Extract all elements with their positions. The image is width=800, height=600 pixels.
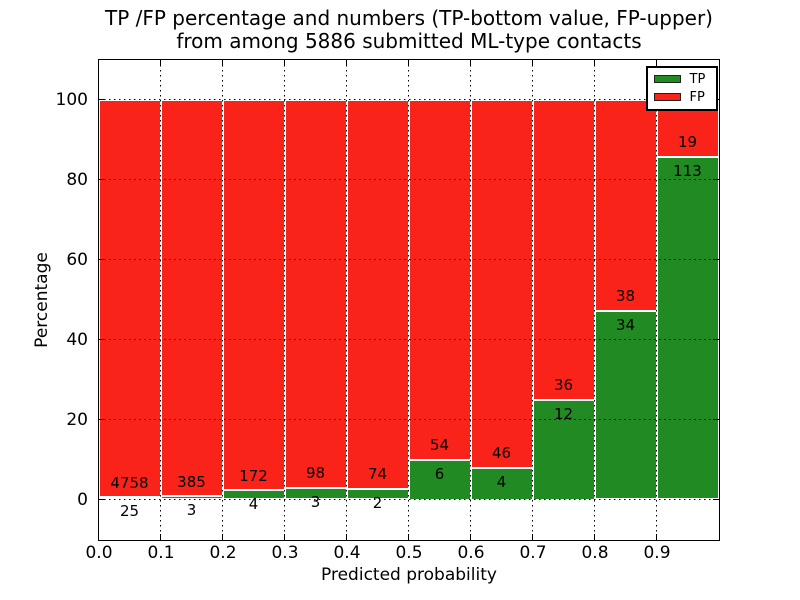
x-axis-label: Predicted probability (321, 565, 497, 585)
chart-title-line2: from among 5886 submitted ML-type contac… (176, 29, 642, 53)
fp-count-label: 172 (239, 466, 268, 485)
axis-tick (712, 178, 719, 181)
bar-segment-fp-0.0-0.1 (98, 99, 161, 498)
tp-count-label: 25 (119, 502, 140, 521)
axis-tick (221, 533, 224, 540)
bar-segment-fp-0.6-0.7 (470, 99, 533, 468)
tp-count-label: 3 (186, 501, 197, 520)
axis-tick (345, 533, 348, 540)
fp-count-label: 46 (491, 443, 512, 462)
axis-tick (98, 338, 105, 341)
y-tick-label: 80 (66, 170, 88, 190)
bar-segment-tp-0.9-1.0 (656, 157, 719, 500)
tp-count-label: 4 (248, 495, 259, 514)
fp-count-label: 74 (367, 465, 388, 484)
gridline-vertical (221, 59, 224, 540)
fp-count-label: 385 (177, 472, 206, 491)
axis-tick (283, 533, 286, 540)
axis-tick (98, 258, 105, 261)
axis-tick (97, 59, 100, 66)
chart-title-line1: TP /FP percentage and numbers (TP-bottom… (105, 6, 713, 30)
axis-tick (469, 59, 472, 66)
bar-segment-fp-0.5-0.6 (408, 99, 471, 460)
x-tick-label: 0.6 (457, 543, 485, 563)
gridline-vertical (531, 59, 534, 540)
y-tick-label: 0 (77, 490, 88, 510)
tp-legend-swatch (653, 75, 681, 83)
gridline-vertical (469, 59, 472, 540)
bar-segment-fp-0.1-0.2 (160, 99, 223, 497)
fp-legend-label: FP (689, 89, 705, 105)
tp-count-label: 3 (310, 492, 321, 511)
axis-tick (593, 59, 596, 66)
axis-tick (98, 418, 105, 421)
axis-tick (407, 59, 410, 66)
tp-count-label: 4 (496, 472, 507, 491)
axis-tick (407, 533, 410, 540)
bar-segment-fp-0.4-0.5 (346, 99, 409, 489)
gridline-vertical (159, 59, 162, 540)
axis-tick (531, 533, 534, 540)
gridline-vertical (407, 59, 410, 540)
legend: TP FP (645, 65, 718, 111)
x-tick-label: 0.4 (333, 543, 361, 563)
axis-tick (531, 59, 534, 66)
fp-count-label: 36 (553, 375, 574, 394)
x-tick-label: 0.1 (147, 543, 175, 563)
bar-segment-fp-0.7-0.8 (532, 99, 595, 400)
x-tick-label: 0.0 (85, 543, 113, 563)
gridline-vertical (655, 59, 658, 540)
fp-count-label: 98 (305, 463, 326, 482)
axis-tick (221, 59, 224, 66)
axis-tick (283, 59, 286, 66)
axis-tick (98, 98, 105, 101)
x-tick-label: 0.8 (581, 543, 609, 563)
axis-tick (593, 533, 596, 540)
bar-segment-fp-0.3-0.4 (284, 99, 347, 488)
tp-count-label: 113 (673, 162, 702, 181)
fp-count-label: 19 (677, 133, 698, 152)
plot-area: TP FP 4758 25 385 3 172 4 98 3 74 2 54 6 46 4 36 12 38 34… (97, 58, 720, 541)
tp-legend-label: TP (689, 71, 706, 87)
fp-count-label: 4758 (110, 473, 149, 492)
axis-tick (655, 59, 658, 66)
legend-entry-fp: FP (653, 89, 710, 105)
x-tick-label: 0.2 (209, 543, 237, 563)
axis-tick (469, 533, 472, 540)
gridline-vertical (283, 59, 286, 540)
axis-tick (98, 178, 105, 181)
fp-count-label: 38 (615, 286, 636, 305)
axis-tick (159, 533, 162, 540)
fp-count-label: 54 (429, 435, 450, 454)
tp-count-label: 6 (434, 464, 445, 483)
y-tick-label: 40 (66, 330, 88, 350)
y-tick-label: 60 (66, 250, 88, 270)
x-tick-label: 0.5 (395, 543, 423, 563)
y-tick-label: 100 (55, 90, 88, 110)
legend-entry-tp: TP (653, 71, 710, 87)
x-tick-label: 0.3 (271, 543, 299, 563)
y-tick-label: 20 (66, 410, 88, 430)
axis-tick (159, 59, 162, 66)
x-tick-label: 0.7 (519, 543, 547, 563)
x-tick-label: 0.9 (643, 543, 671, 563)
bar-segment-fp-0.8-0.9 (594, 99, 657, 311)
axis-tick (655, 533, 658, 540)
axis-tick (712, 258, 719, 261)
fp-legend-swatch (653, 93, 681, 101)
axis-tick (98, 498, 105, 501)
axis-tick (97, 533, 100, 540)
tp-count-label: 12 (553, 404, 574, 423)
tp-count-label: 34 (615, 315, 636, 334)
gridline-vertical (345, 59, 348, 540)
axis-tick (712, 498, 719, 501)
axis-tick (712, 338, 719, 341)
axis-tick (345, 59, 348, 66)
chart-title: TP /FP percentage and numbers (TP-bottom… (99, 7, 719, 53)
tp-count-label: 2 (372, 493, 383, 512)
bar-segment-fp-0.2-0.3 (222, 99, 285, 491)
axis-tick (712, 418, 719, 421)
gridline-vertical (593, 59, 596, 540)
